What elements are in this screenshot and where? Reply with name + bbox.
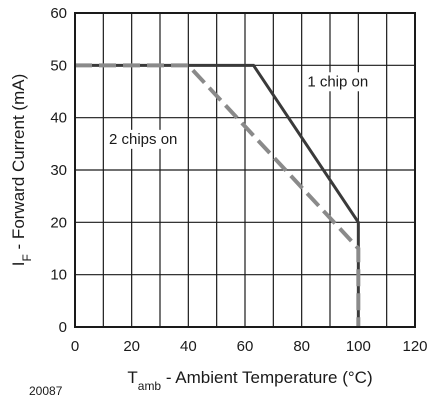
series-line-2 [75,63,361,327]
grid [74,12,416,328]
y-tick-label-20: 20 [50,214,67,231]
x-axis-label-rest: - Ambient Temperature (°C) [161,368,373,387]
annotations: 1 chip on 2 chips on [106,72,372,149]
x-tick-label-120: 120 [402,338,427,355]
x-tick-label-60: 60 [237,338,254,355]
x-tick-label-80: 80 [293,338,310,355]
y-tick-label-30: 30 [50,162,67,179]
x-axis-label-sub: amb [138,379,162,393]
tick-labels: 0 20 40 60 80 100 120 0 10 20 30 40 50 60 [50,5,427,355]
x-axis-label: Tamb - Ambient Temperature (°C) [127,368,372,393]
annotation-background-1 [304,72,372,92]
plot-border [74,12,416,328]
annotation-1: 1 chip on [307,73,368,90]
x-tick-label-100: 100 [346,338,371,355]
y-tick-label-40: 40 [50,110,67,127]
series-lines [75,63,361,327]
y-tick-label-60: 60 [50,5,67,22]
annotation-background-2 [106,129,181,149]
y-axis-label-rest: - Forward Current (mA) [9,74,28,254]
x-tick-label-20: 20 [123,338,140,355]
x-tick-label-40: 40 [180,338,197,355]
y-tick-label-10: 10 [50,267,67,284]
y-axis-label: IF - Forward Current (mA) [9,74,34,267]
figure-code: 20087 [29,384,63,398]
x-axis-label-main: T [127,368,137,387]
y-axis-label-main: I [9,262,28,267]
annotation-2: 2 chips on [109,131,177,148]
y-axis-label-sub: F [20,254,34,261]
y-tick-label-50: 50 [50,57,67,74]
x-tick-label-0: 0 [71,338,79,355]
plot-frame [74,12,416,328]
y-tick-label-0: 0 [59,319,67,336]
